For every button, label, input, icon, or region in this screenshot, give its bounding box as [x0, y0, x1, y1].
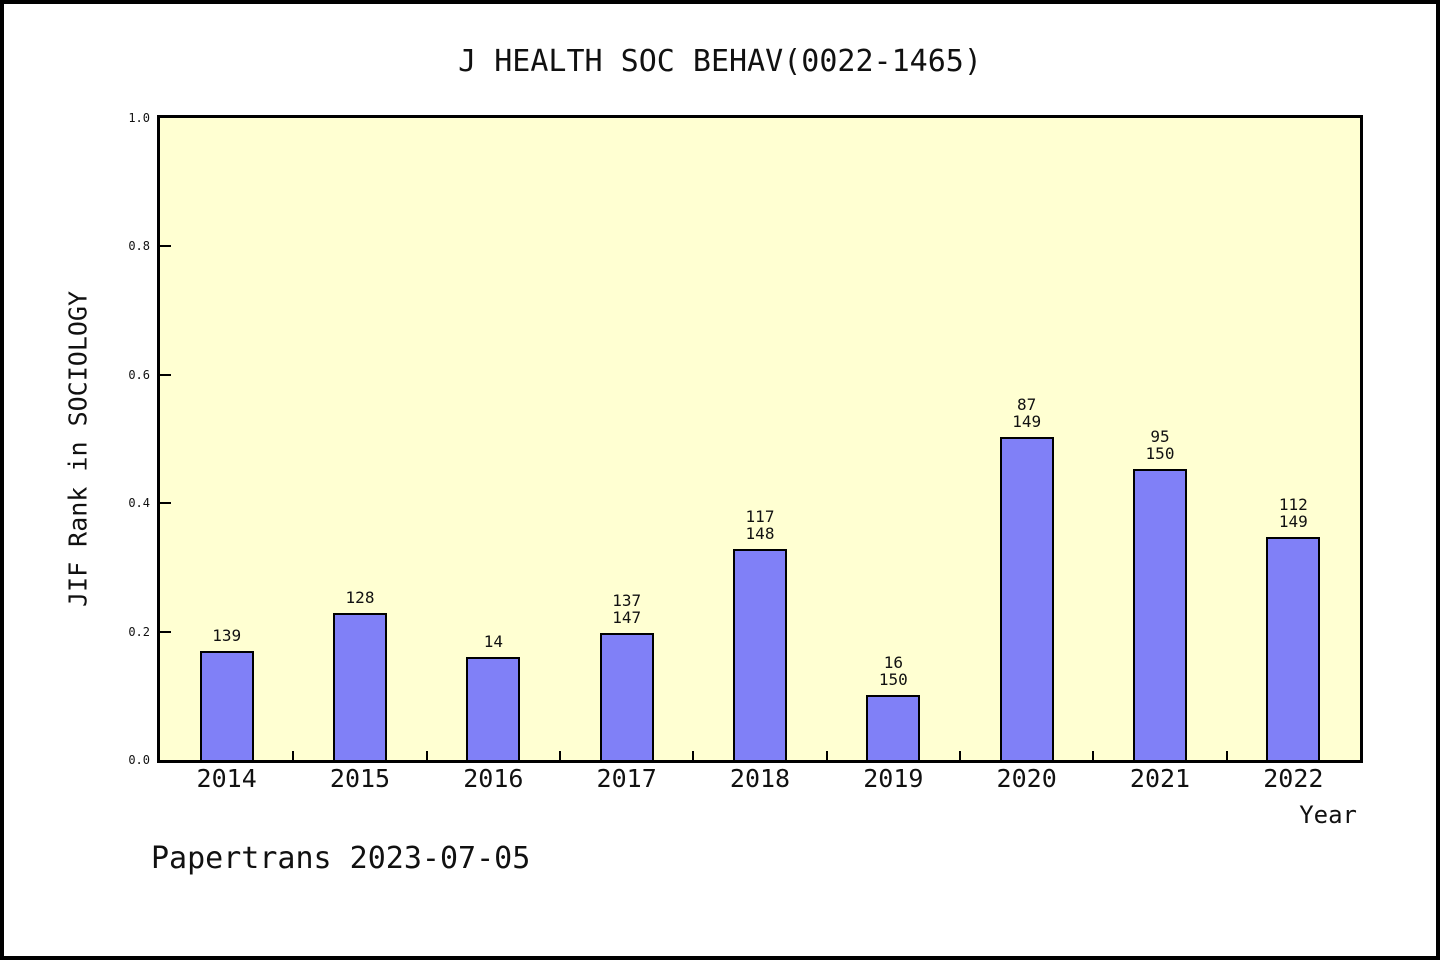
- x-category-label: 2022: [1263, 764, 1324, 793]
- y-tick-mark: [160, 502, 171, 505]
- x-category-label: 2017: [596, 764, 657, 793]
- x-tick-mark: [959, 751, 961, 760]
- x-category-label: 2016: [463, 764, 524, 793]
- x-axis-label: Year: [1299, 801, 1357, 829]
- bar-value-label: 117 148: [745, 507, 775, 544]
- y-axis-label: JIF Rank in SOCIOLOGY: [63, 290, 93, 608]
- x-tick-mark: [559, 751, 561, 760]
- x-category-label: 2019: [863, 764, 924, 793]
- x-category-label: 2021: [1129, 764, 1191, 793]
- x-category-label: 2020: [996, 764, 1057, 793]
- x-category-label: 2014: [196, 764, 257, 793]
- bar-2021: [1133, 469, 1187, 760]
- x-tick-mark: [825, 751, 828, 760]
- x-tick-mark: [1092, 751, 1095, 760]
- y-tick-label: 0.4: [128, 496, 150, 511]
- y-tick-mark: [160, 630, 171, 633]
- y-tick-label: 0.6: [128, 367, 150, 382]
- bar-2017: [599, 632, 654, 760]
- bar-value-label: 139: [212, 625, 242, 645]
- bar-value-label: 128: [345, 587, 375, 607]
- y-tick-label: 0.2: [128, 624, 150, 639]
- footer-text: Papertrans 2023-07-05: [151, 841, 531, 876]
- bar-value-label: 14: [483, 632, 503, 652]
- x-tick-mark: [1225, 751, 1228, 760]
- bar-value-label: 16 150: [878, 652, 908, 689]
- bar-2016: [466, 657, 521, 760]
- y-tick-label: 1.0: [128, 111, 150, 125]
- bar-2018: [733, 549, 787, 760]
- bar-2019: [866, 694, 921, 760]
- x-category-label: 2015: [329, 764, 391, 793]
- x-category-label: 2018: [729, 764, 791, 793]
- x-tick-mark: [292, 751, 295, 760]
- bar-2022: [1266, 536, 1321, 760]
- bar-2015: [333, 612, 387, 760]
- chart-title: J HEALTH SOC BEHAV(0022-1465): [458, 44, 982, 79]
- bar-2020: [999, 437, 1054, 760]
- bar-2014: [199, 650, 254, 760]
- bar-value-label: 87 149: [1012, 395, 1042, 432]
- y-tick-mark: [160, 245, 171, 248]
- x-tick-mark: [425, 751, 428, 760]
- plot-area: 139 128 14 137 147 117 148 16 150 87 149 95 150…: [157, 115, 1363, 763]
- y-tick-mark: [160, 373, 171, 376]
- x-tick-mark: [692, 751, 695, 760]
- bar-value-label: 137 147: [612, 590, 642, 627]
- bar-value-label: 95 150: [1145, 427, 1175, 464]
- y-tick-label: 0.8: [128, 239, 150, 254]
- bar-value-label: 112 149: [1278, 494, 1308, 531]
- y-tick-label: 0.0: [128, 753, 150, 767]
